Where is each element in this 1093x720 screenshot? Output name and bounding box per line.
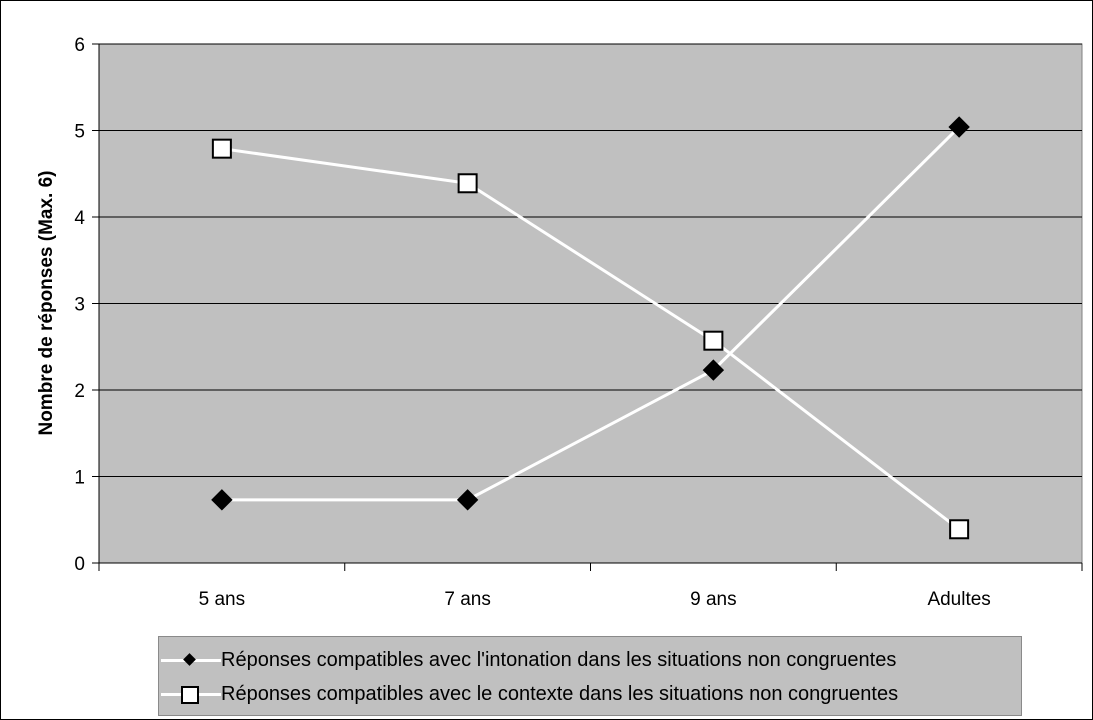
x-tick-label: 5 ans: [199, 589, 245, 610]
square-point: [457, 173, 478, 194]
y-tick-label: 1: [74, 468, 85, 489]
diamond-point: [211, 489, 233, 511]
y-tick-label: 2: [74, 381, 85, 402]
diamond-marker-icon: [159, 643, 221, 677]
square-point: [703, 330, 724, 351]
y-tick-label: 0: [74, 554, 85, 575]
square-point: [211, 138, 232, 159]
diamond-point: [456, 489, 479, 511]
legend-item-intonation: Réponses compatibles avec l'intonation d…: [159, 643, 1021, 677]
x-tick-label: 7 ans: [444, 589, 490, 610]
x-tick-labels: 5 ans 7 ans 9 ans Adultes: [199, 589, 991, 610]
legend: Réponses compatibles avec l'intonation d…: [158, 636, 1022, 716]
square-point: [949, 519, 970, 540]
y-tick-label: 3: [74, 295, 85, 316]
series-line-2: [221, 147, 961, 531]
series-line-1: [221, 125, 961, 502]
series-lines: [221, 125, 961, 531]
square-marker-icon: [159, 677, 221, 711]
gridlines: [99, 43, 1082, 477]
x-tick-label: 9 ans: [690, 589, 736, 610]
legend-item-contexte: Réponses compatibles avec le contexte da…: [159, 677, 1021, 711]
axes: [92, 43, 1083, 571]
y-tick-labels: 0 1 2 3 4 5 6: [74, 35, 85, 575]
y-tick-label: 5: [74, 122, 85, 143]
y-axis-label: Nombre de réponses (Max. 6): [36, 170, 57, 435]
y-tick-label: 4: [74, 208, 85, 229]
legend-label-contexte: Réponses compatibles avec le contexte da…: [221, 682, 899, 705]
series-markers: [211, 116, 970, 540]
y-tick-label: 6: [74, 35, 85, 56]
x-tick-label: Adultes: [927, 589, 990, 610]
diamond-point: [948, 116, 970, 138]
legend-label-intonation: Réponses compatibles avec l'intonation d…: [221, 648, 897, 671]
diamond-point: [702, 359, 725, 381]
